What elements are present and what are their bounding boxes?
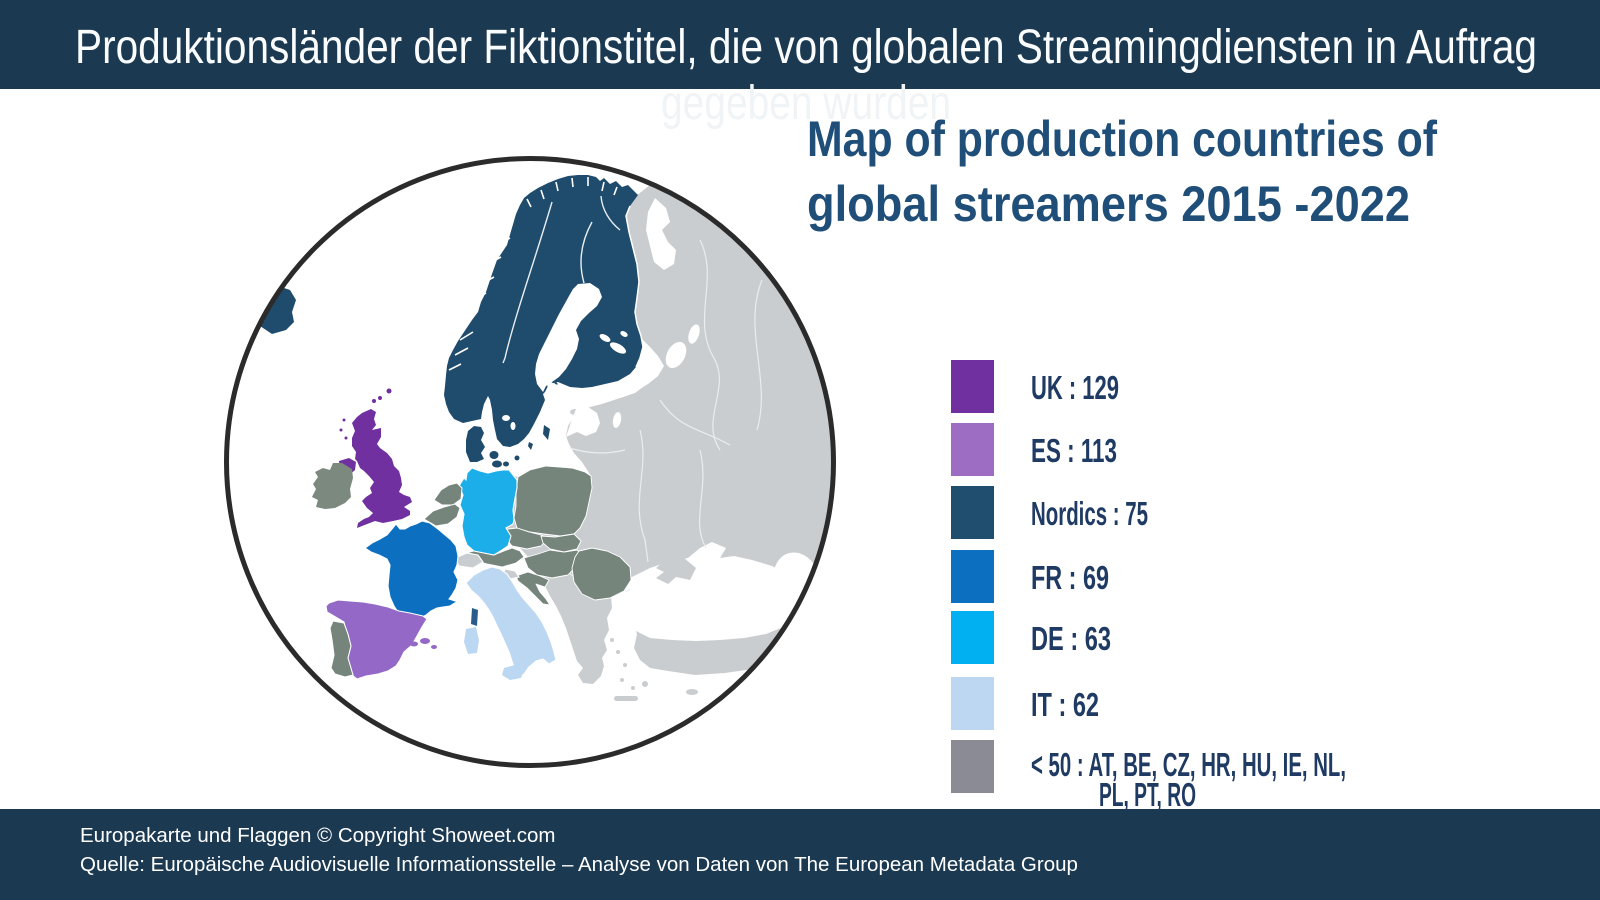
svg-text:Quelle: Europäische Audiovisue: Quelle: Europäische Audiovisuelle Inform…	[80, 853, 1078, 876]
svg-text:Europakarte und Flaggen © Copy: Europakarte und Flaggen © Copyright Show…	[80, 824, 555, 847]
svg-text:IT : 62: IT : 62	[1031, 686, 1099, 723]
svg-text:DE : 63: DE : 63	[1031, 620, 1111, 657]
svg-text:global streamers 2015 -2022: global streamers 2015 -2022	[807, 176, 1410, 232]
svg-text:Map of production countries of: Map of production countries of	[807, 111, 1437, 167]
svg-text:Produktionsländer der Fiktions: Produktionsländer der Fiktionstitel, die…	[75, 21, 1537, 74]
svg-text:ES : 113: ES : 113	[1031, 432, 1117, 469]
svg-text:UK : 129: UK : 129	[1031, 369, 1119, 406]
svg-text:FR : 69: FR : 69	[1031, 559, 1109, 596]
svg-text:PL, PT, RO: PL, PT, RO	[1099, 776, 1196, 813]
svg-text:Nordics : 75: Nordics : 75	[1031, 495, 1148, 532]
svg-text:gegeben wurden: gegeben wurden	[661, 77, 951, 130]
svg-text:< 50 : AT, BE, CZ, HR, HU, IE,: < 50 : AT, BE, CZ, HR, HU, IE, NL,	[1031, 746, 1346, 783]
